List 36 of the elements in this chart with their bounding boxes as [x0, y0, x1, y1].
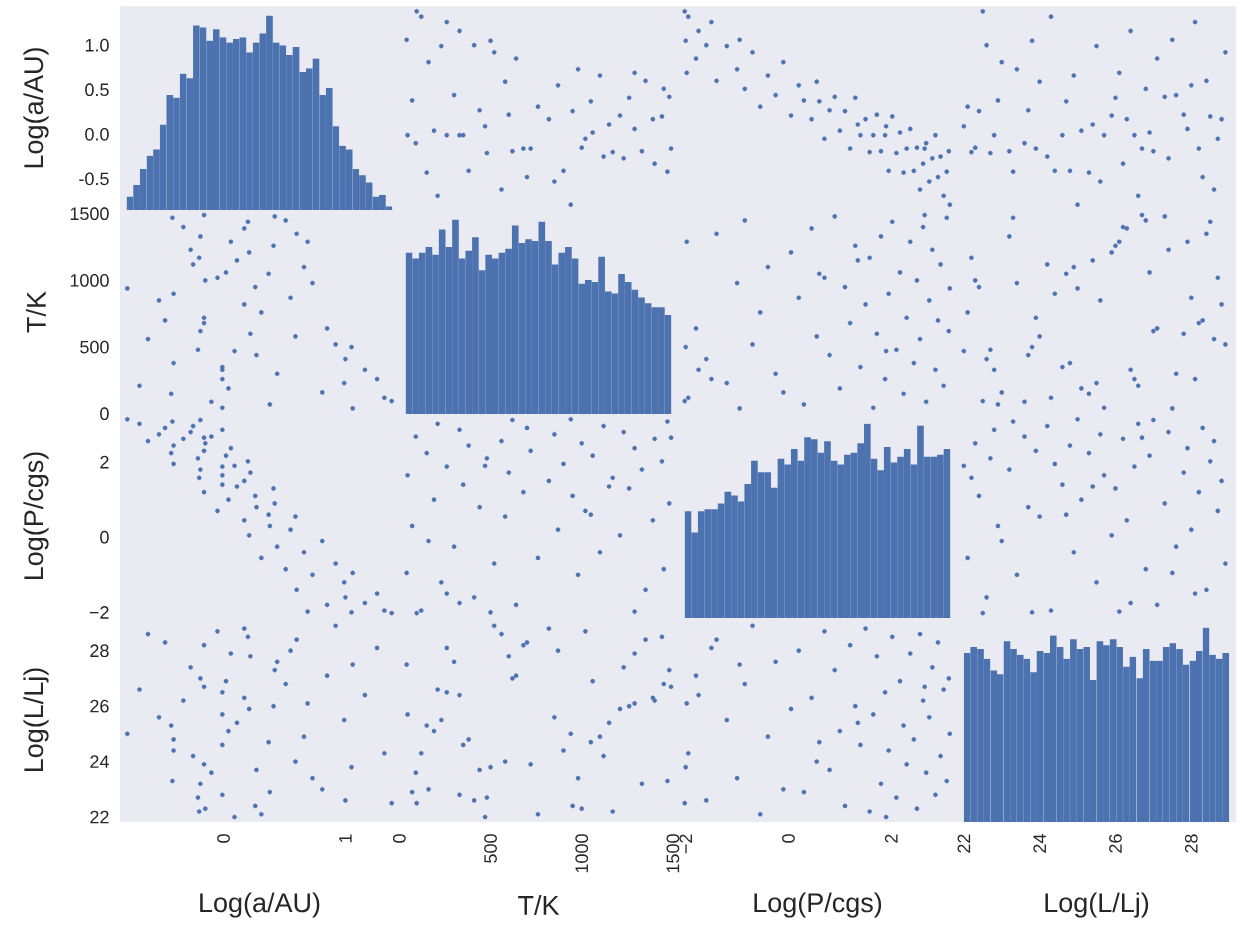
y-tick-label: -0.5: [79, 172, 109, 186]
y-axis-title: Log(L/Lj): [23, 668, 49, 772]
y-tick-label: −2: [89, 606, 109, 619]
x-tick-label: 0: [782, 834, 795, 843]
y-tick-label: 22: [90, 810, 109, 824]
y-tick-label: 0.0: [85, 127, 109, 141]
x-tick-label: 0: [217, 834, 230, 843]
x-tick-label: 22: [957, 834, 971, 853]
x-axis-title: T/K: [518, 895, 560, 915]
x-tick-label: 0: [392, 834, 406, 843]
x-tick-label: 1: [339, 834, 352, 843]
x-tick-label: 500: [484, 834, 497, 863]
y-tick-label: 28: [90, 644, 109, 658]
y-axis-title: Log(a/AU): [23, 48, 49, 168]
y-tick-label: 26: [90, 699, 109, 713]
y-axis-title: Log(P/cgs): [23, 452, 49, 580]
x-tick-label: 24: [1033, 834, 1046, 853]
x-tick-label: −2: [679, 834, 692, 854]
y-tick-label: 0: [100, 407, 109, 421]
y-tick-label: 0: [100, 530, 109, 544]
y-tick-label: 1500: [70, 207, 109, 221]
x-tick-label: 2: [884, 834, 898, 843]
x-tick-label: 28: [1184, 834, 1198, 853]
y-tick-label: 24: [90, 755, 109, 768]
y-tick-label: 2: [100, 455, 109, 469]
x-tick-label: 1500: [666, 834, 680, 873]
y-axis-title: T/K: [26, 291, 46, 333]
y-tick-label: 1000: [70, 274, 109, 287]
x-axis-title: Log(L/Lj): [1045, 892, 1149, 918]
x-tick-label: 26: [1109, 834, 1122, 853]
y-tick-label: 500: [80, 340, 109, 354]
x-tick-label: 1000: [575, 834, 589, 873]
x-axis-title: Log(a/AU): [200, 892, 320, 918]
y-tick-label: 0.5: [85, 83, 109, 97]
y-tick-label: 1.0: [85, 38, 109, 52]
x-axis-title: Log(P/cgs): [754, 892, 882, 918]
